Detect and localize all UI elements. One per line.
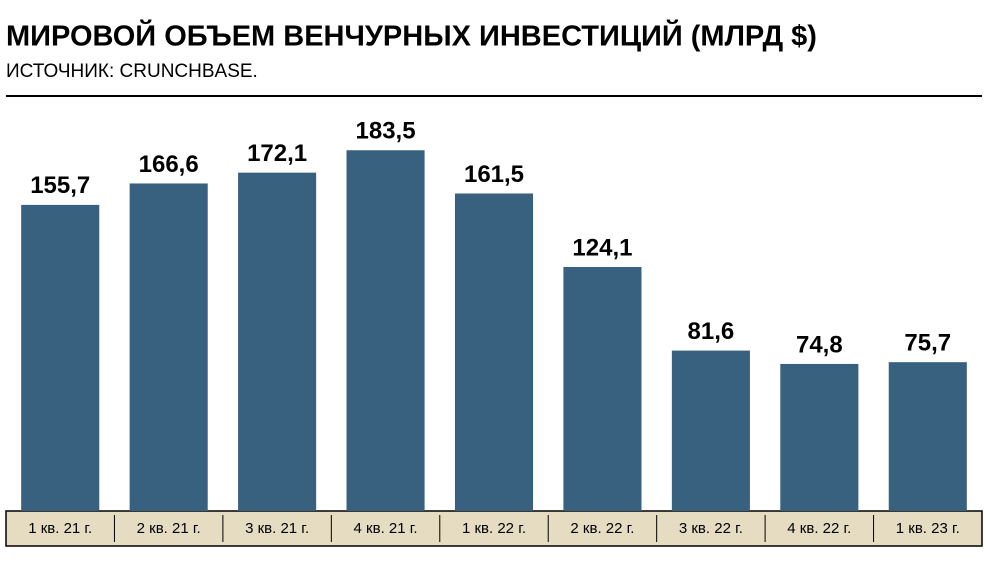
x-tick-label: 1 кв. 22 г. xyxy=(462,520,526,537)
x-tick-label: 4 кв. 22 г. xyxy=(787,520,851,537)
value-label: 155,7 xyxy=(30,172,90,199)
bar xyxy=(346,150,425,511)
bar xyxy=(238,172,317,511)
chart-title: МИРОВОЙ ОБЪЕМ ВЕНЧУРНЫХ ИНВЕСТИЦИЙ (МЛРД… xyxy=(6,19,817,53)
bar xyxy=(21,204,100,511)
bar xyxy=(780,363,859,511)
x-tick-label: 2 кв. 22 г. xyxy=(570,520,634,537)
chart-subtitle: ИСТОЧНИК: CRUNCHBASE. xyxy=(6,61,258,82)
value-label: 161,5 xyxy=(464,161,524,188)
category-strip xyxy=(5,510,983,547)
bar xyxy=(454,193,534,511)
x-tick-label: 1 кв. 21 г. xyxy=(28,520,92,537)
bar xyxy=(888,362,967,511)
bar xyxy=(563,267,642,511)
bar xyxy=(671,350,750,511)
x-tick-label: 3 кв. 21 г. xyxy=(245,520,309,537)
x-tick-label: 4 кв. 21 г. xyxy=(354,520,418,537)
value-label: 124,1 xyxy=(572,234,632,261)
x-tick-label: 2 кв. 21 г. xyxy=(137,520,201,537)
bar xyxy=(129,183,208,511)
value-label: 166,6 xyxy=(139,151,199,178)
value-label: 183,5 xyxy=(356,118,416,145)
value-label: 75,7 xyxy=(904,330,951,357)
x-tick-label: 1 кв. 23 г. xyxy=(896,520,960,537)
x-tick-label: 3 кв. 22 г. xyxy=(679,520,743,537)
value-label: 74,8 xyxy=(796,331,843,358)
value-label: 172,1 xyxy=(247,140,307,167)
value-label: 81,6 xyxy=(688,318,735,345)
